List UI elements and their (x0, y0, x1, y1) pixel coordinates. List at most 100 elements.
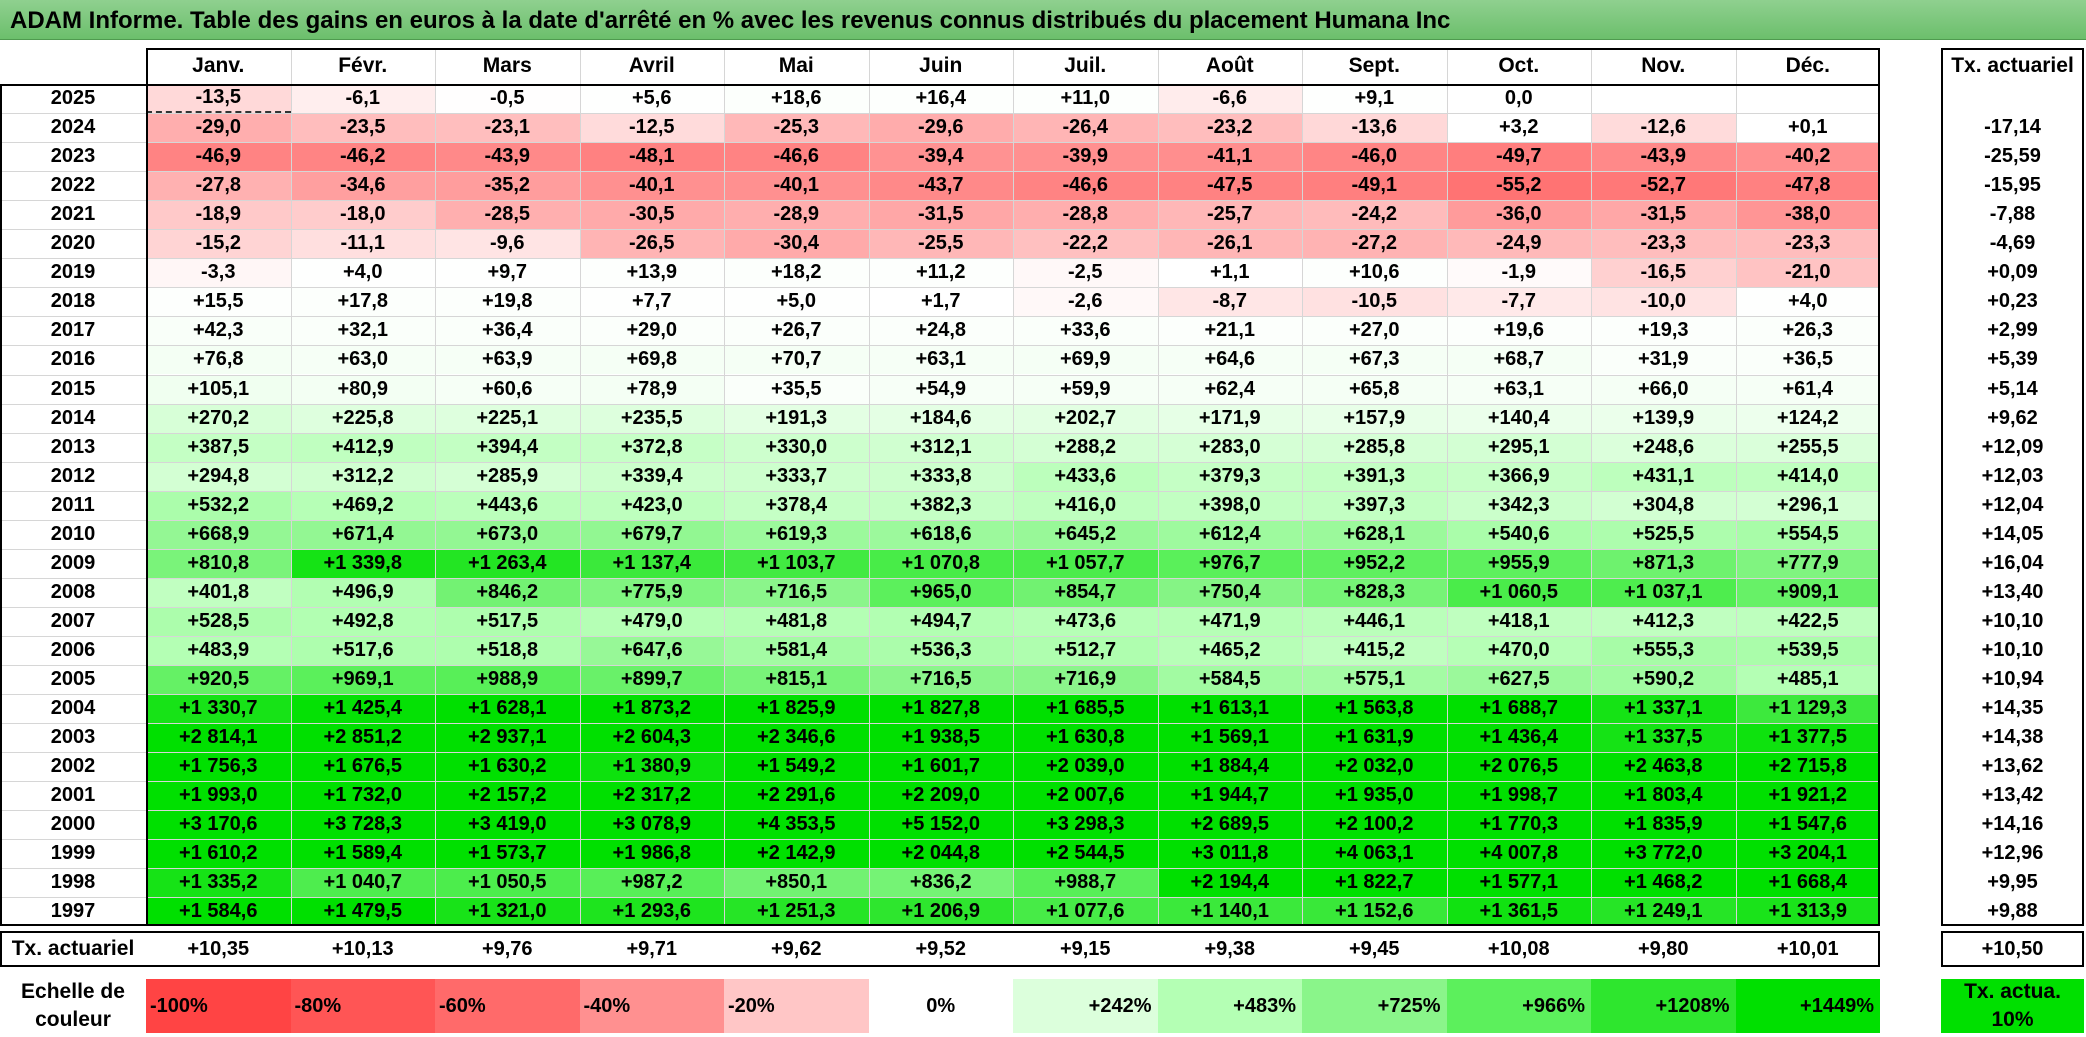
heatmap-cell: +312,2 (290, 461, 435, 491)
heatmap-cell: +1 140,1 (1157, 897, 1302, 927)
grid-line (1446, 48, 1448, 927)
column-header: Août (1205, 54, 1254, 77)
heatmap-cell: +1 573,7 (435, 839, 580, 869)
color-scale-swatch: -100% (146, 979, 291, 1033)
row-year-label: 2011 (51, 493, 95, 516)
grid-line (0, 839, 1880, 841)
heatmap-cell: +1 249,1 (1591, 897, 1736, 927)
heatmap-cell: +42,3 (146, 316, 291, 346)
heatmap-cell: -43,9 (435, 142, 580, 172)
tx-scale-swatch: Tx. actua. 10% (1941, 979, 2084, 1033)
heatmap-cell: +2 291,6 (724, 781, 869, 811)
grid-line (0, 374, 1880, 376)
heatmap-cell: +496,9 (290, 577, 435, 607)
heatmap-cell: +67,3 (1302, 345, 1447, 375)
row-tx-actuariel: +16,04 (1981, 551, 2044, 574)
heatmap-cell: +36,4 (435, 316, 580, 346)
heatmap-cell: -52,7 (1591, 171, 1736, 201)
heatmap-cell: +10,6 (1302, 258, 1447, 288)
heatmap-cell: +24,8 (868, 316, 1013, 346)
heatmap-cell: +397,3 (1302, 490, 1447, 520)
heatmap-cell: +62,4 (1157, 374, 1302, 404)
heatmap-cell: -24,2 (1302, 200, 1447, 230)
grid-line (0, 868, 1880, 870)
heatmap-cell: +423,0 (579, 490, 724, 520)
heatmap-cell: +716,5 (868, 665, 1013, 695)
row-tx-actuariel: +0,23 (1987, 290, 2038, 313)
heatmap-cell: +481,8 (724, 606, 869, 636)
grid-line (0, 171, 1880, 173)
grid-line (0, 752, 1880, 754)
heatmap-cell: +333,7 (724, 461, 869, 491)
row-tx-actuariel: +14,35 (1981, 697, 2044, 720)
row-tx-actuariel: +14,16 (1981, 813, 2044, 836)
heatmap-cell: +68,7 (1446, 345, 1591, 375)
heatmap-cell: +63,1 (1446, 374, 1591, 404)
heatmap-cell: +35,5 (724, 374, 869, 404)
heatmap-cell: +64,6 (1157, 345, 1302, 375)
heatmap-cell: -43,7 (868, 171, 1013, 201)
heatmap-cell: +412,3 (1591, 606, 1736, 636)
tx-row-value: +10,01 (1776, 937, 1839, 960)
row-year-label: 2001 (50, 784, 96, 807)
grid-line (0, 519, 1880, 521)
heatmap-cell: +471,9 (1157, 606, 1302, 636)
heatmap-cell: +828,3 (1302, 577, 1447, 607)
row-tx-actuariel: +12,04 (1981, 493, 2044, 516)
row-year-label: 2005 (50, 668, 96, 691)
heatmap-cell: -22,2 (1013, 229, 1158, 259)
heatmap-cell: -28,9 (724, 200, 869, 230)
heatmap-cell: -13,6 (1302, 113, 1447, 143)
row-tx-actuariel (1941, 84, 2084, 113)
heatmap-cell: +285,9 (435, 461, 580, 491)
heatmap-cell: -18,0 (290, 200, 435, 230)
column-header: Sept. (1348, 54, 1400, 77)
color-scale-swatch: -20% (724, 979, 869, 1033)
heatmap-cell: +312,1 (868, 432, 1013, 462)
tx-row-value: +9,52 (915, 937, 967, 960)
grid-line (0, 142, 1880, 144)
heatmap-cell: +66,0 (1591, 374, 1736, 404)
heatmap-cell: +846,2 (435, 577, 580, 607)
heatmap-cell: +140,4 (1446, 403, 1591, 433)
heatmap-cell: +2 100,2 (1302, 810, 1447, 840)
heatmap-cell: -46,6 (724, 142, 869, 172)
heatmap-cell: +920,5 (146, 665, 291, 695)
heatmap-cell: -46,9 (146, 142, 291, 172)
heatmap-cell: +1 825,9 (724, 694, 869, 724)
heatmap-cell: +1 263,4 (435, 548, 580, 578)
row-year-label: 2024 (50, 116, 96, 139)
heatmap-cell: +536,3 (868, 635, 1013, 665)
heatmap-cell: -47,5 (1157, 171, 1302, 201)
heatmap-cell: +1 628,1 (435, 694, 580, 724)
heatmap-cell: -25,5 (868, 229, 1013, 259)
heatmap-cell: +1 050,5 (435, 868, 580, 898)
grid-line (0, 345, 1880, 347)
heatmap-cell: +31,9 (1591, 345, 1736, 375)
column-header: Févr. (338, 54, 388, 77)
heatmap-cell: -36,0 (1446, 200, 1591, 230)
heatmap-cell: +969,1 (290, 665, 435, 695)
heatmap-cell: +1 377,5 (1735, 723, 1880, 753)
heatmap-cell: +2 157,2 (435, 781, 580, 811)
heatmap-cell: +952,2 (1302, 548, 1447, 578)
heatmap-cell: +836,2 (868, 868, 1013, 898)
heatmap-cell: +69,8 (579, 345, 724, 375)
heatmap-cell: +5,6 (579, 84, 724, 114)
color-scale-swatch: +1449% (1735, 979, 1880, 1033)
heatmap-cell: +443,6 (435, 490, 580, 520)
heatmap-cell: +679,7 (579, 519, 724, 549)
heatmap-cell: -29,6 (868, 113, 1013, 143)
heatmap-cell: +60,6 (435, 374, 580, 404)
heatmap-cell: -2,6 (1013, 287, 1158, 317)
heatmap-cell: +1 827,8 (868, 694, 1013, 724)
color-scale-swatch: +966% (1446, 979, 1591, 1033)
tx-row-value: +9,15 (1059, 937, 1111, 960)
heatmap-cell: +1 040,7 (290, 868, 435, 898)
heatmap-cell: +5,0 (724, 287, 869, 317)
heatmap-cell: -0,5 (435, 84, 580, 114)
heatmap-cell: +1,7 (868, 287, 1013, 317)
row-tx-actuariel: +12,03 (1981, 464, 2044, 487)
heatmap-cell: +810,8 (146, 548, 291, 578)
heatmap-cell: +492,8 (290, 606, 435, 636)
